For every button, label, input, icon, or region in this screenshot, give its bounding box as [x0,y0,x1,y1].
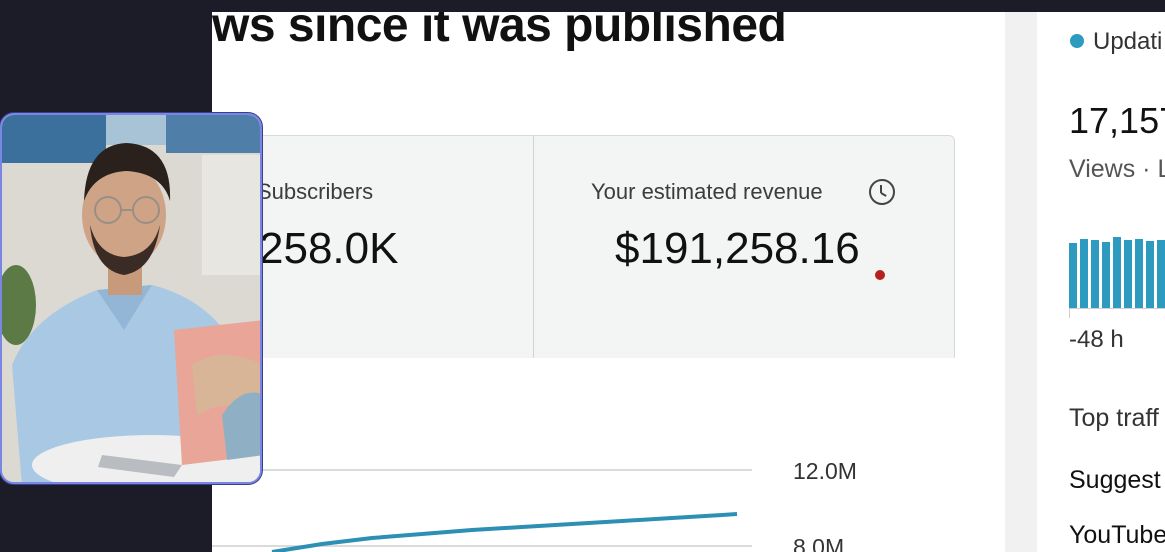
realtime-status: Updati [1093,28,1163,55]
top-strip [0,0,1165,12]
views-chart-svg [212,469,752,552]
tick-label-top: 12.0M [793,458,857,484]
traffic-item-youtube[interactable]: YouTube [1069,521,1165,549]
realtime-panel: Updati 17,157 Views · L -48 h Top traff … [1037,12,1165,552]
realtime-bar[interactable] [1080,239,1088,308]
realtime-bar[interactable] [1069,243,1077,308]
realtime-baseline [1069,308,1165,309]
realtime-bar[interactable] [1157,240,1165,308]
metrics-card: Subscribers 258.0K Your estimated revenu… [212,135,955,359]
realtime-bar[interactable] [1113,237,1121,308]
revenue-label: Your estimated revenue [591,179,823,204]
metric-divider [533,136,534,359]
traffic-title: Top traff [1069,404,1159,432]
realtime-views-value: 17,157 [1069,100,1165,141]
realtime-tick [1069,308,1070,318]
tick-label-bottom: 8.0M [793,534,845,552]
cursor-dot [875,270,885,280]
presenter-video-icon [0,113,262,484]
realtime-bar[interactable] [1091,240,1099,308]
clock-icon[interactable] [869,179,895,205]
views-line [271,512,738,552]
views-chart: 12.0M 8.0M [212,358,1005,552]
subscribers-value: 258.0K [259,224,399,273]
realtime-views-label[interactable]: Views · L [1069,155,1165,183]
webcam-scene [2,115,260,482]
realtime-bar[interactable] [1102,242,1110,308]
analytics-main-panel: ws since it was published Subscribers 25… [212,12,1005,552]
realtime-bar-chart [1069,237,1165,308]
panel-gutter [1005,12,1037,552]
realtime-time-label: -48 h [1069,326,1124,353]
video-headline: ws since it was published [212,12,787,52]
subscribers-label: Subscribers [257,179,374,204]
live-status-icon [1070,34,1084,48]
traffic-item-suggested[interactable]: Suggest [1069,466,1161,494]
revenue-value: $191,258.16 [615,224,860,273]
realtime-bar[interactable] [1135,239,1143,308]
realtime-bar[interactable] [1146,241,1154,308]
realtime-bar[interactable] [1124,240,1132,308]
